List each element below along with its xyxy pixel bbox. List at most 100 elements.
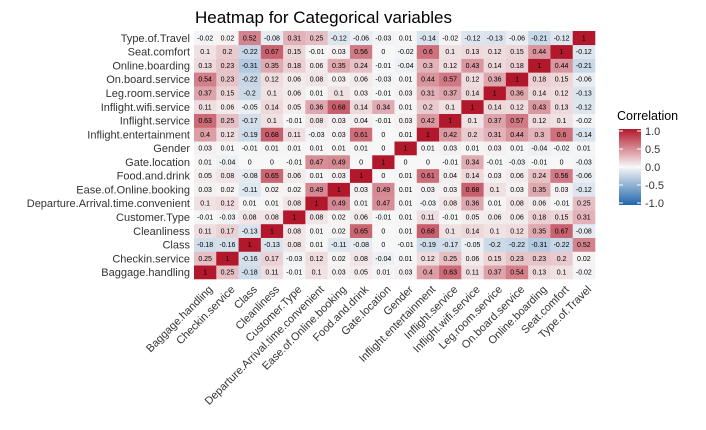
cell-value-label: 0.44 (532, 49, 546, 56)
cell-value-label: -0.13 (242, 228, 258, 235)
cell-value-label: 0.1 (334, 91, 344, 98)
heatmap-cell (349, 72, 373, 87)
cell-value-label: 0.01 (287, 146, 301, 153)
heatmap-cell (305, 44, 328, 59)
y-tick-label: Customer.Type (116, 212, 190, 224)
cell-value-label: -0.31 (242, 63, 258, 70)
cell-value-label: 0.03 (555, 187, 569, 194)
heatmap-cell (327, 44, 351, 59)
cell-value-label: 0.25 (221, 270, 235, 277)
cell-value-label: -0.06 (353, 35, 369, 42)
cell-value-label: 0.08 (443, 201, 457, 208)
heatmap-cell (572, 265, 596, 280)
heatmap-cell (194, 86, 217, 101)
cell-value-label: 0.1 (200, 201, 210, 208)
heatmap-cell (483, 182, 507, 197)
cell-value-label: 0.25 (310, 35, 324, 42)
heatmap-cell (550, 99, 574, 114)
heatmap-cell (283, 58, 306, 73)
cell-value-label: -0.16 (242, 256, 258, 263)
heatmap-cell (550, 113, 574, 128)
heatmap-cell (416, 44, 440, 59)
heatmap-cell (505, 237, 529, 252)
cell-value-label: 0.01 (310, 146, 324, 153)
legend-tick-label: -0.5 (645, 180, 664, 192)
heatmap-cell (238, 265, 262, 280)
cell-value-label: 0.67 (265, 49, 279, 56)
heatmap-cell (194, 141, 217, 156)
heatmap-cell (372, 251, 395, 266)
heatmap-cell (216, 237, 239, 252)
heatmap-cell (327, 196, 351, 211)
heatmap-cell (394, 155, 418, 170)
legend-tick-label: 0.0 (645, 162, 660, 174)
heatmap-cell (505, 113, 529, 128)
cell-value-label: 0.01 (399, 215, 413, 222)
heatmap-cell (194, 31, 217, 46)
cell-value-label: 0.49 (332, 159, 346, 166)
cell-value-label: 0.14 (488, 63, 502, 70)
heatmap-cell (305, 237, 328, 252)
cell-value-label: 0.03 (354, 91, 368, 98)
heatmap-cell (550, 44, 574, 59)
heatmap-cell (305, 99, 328, 114)
cell-value-label: 0.25 (198, 256, 212, 263)
heatmap-cell (260, 223, 284, 238)
heatmap-cell (461, 127, 484, 142)
heatmap-cell (572, 99, 596, 114)
heatmap-cell (194, 113, 217, 128)
cell-value-label: 0.44 (510, 132, 524, 139)
heatmap-cell (216, 99, 239, 114)
cell-value-label: -0.01 (242, 146, 258, 153)
y-tick-label: Inflight.entertainment (87, 129, 190, 141)
heatmap-cell (505, 99, 529, 114)
heatmap-cell (439, 251, 462, 266)
cell-value-label: 0.01 (421, 146, 435, 153)
heatmap-cell (260, 141, 284, 156)
heatmap-cell (394, 141, 418, 156)
heatmap-cell (349, 210, 373, 225)
cell-value-label: 0 (560, 159, 564, 166)
cell-value-label: 0.17 (221, 228, 235, 235)
y-tick-label: Checkin.service (112, 253, 190, 265)
heatmap-cell (439, 72, 462, 87)
heatmap-cell (260, 31, 284, 46)
cell-value-label: 1 (315, 201, 319, 208)
cell-value-label: 0.08 (310, 77, 324, 84)
cell-value-label: -0.22 (242, 49, 258, 56)
heatmap-cell (260, 210, 284, 225)
heatmap-cell (194, 182, 217, 197)
heatmap-cell (528, 31, 551, 46)
heatmap-cell (483, 265, 507, 280)
cell-value-label: 0.42 (443, 132, 457, 139)
cell-value-label: 0.08 (221, 173, 235, 180)
cell-value-label: 0.03 (399, 91, 413, 98)
heatmap-cell (327, 86, 351, 101)
cell-value-label: 0.63 (443, 270, 457, 277)
cell-value-label: 0.03 (399, 118, 413, 125)
x-axis-tick-labels: Baggage.handlingCheckin.serviceClassClea… (144, 283, 594, 407)
cell-value-label: 0.25 (577, 201, 591, 208)
cell-value-label: 0.11 (199, 228, 212, 235)
y-tick-label: Class (162, 240, 190, 252)
cell-value-label: 0.08 (310, 118, 324, 125)
cell-value-label: 0.43 (532, 104, 546, 111)
cell-value-label: -0.12 (576, 187, 592, 194)
heatmap-cell (439, 223, 462, 238)
cell-value-label: -0.08 (576, 228, 592, 235)
cell-value-label: 0.01 (377, 270, 391, 277)
heatmap-cell (416, 223, 440, 238)
heatmap-cell (238, 31, 262, 46)
cell-value-label: 0.02 (332, 256, 346, 263)
heatmap-cell (416, 58, 440, 73)
heatmap-cell (327, 182, 351, 197)
heatmap-cell (550, 223, 574, 238)
cell-value-label: 0.36 (510, 91, 524, 98)
heatmap-cell (349, 168, 373, 183)
heatmap-cell (305, 223, 328, 238)
cell-value-label: 0.13 (466, 49, 480, 56)
cell-value-label: -0.08 (242, 173, 258, 180)
heatmap-cell (528, 251, 551, 266)
heatmap-cell (327, 265, 351, 280)
